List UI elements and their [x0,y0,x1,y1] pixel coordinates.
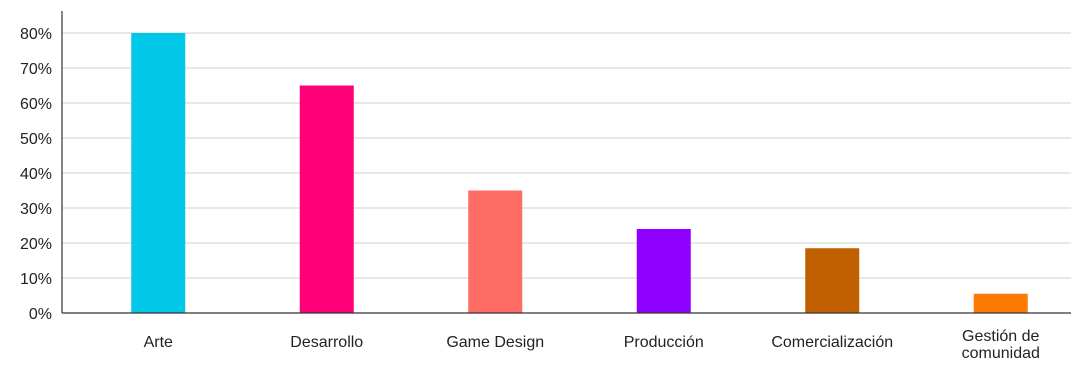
bar [299,85,354,313]
x-tick-label: Gestión de comunidad [962,328,1040,362]
x-tick-label: Game Design [446,334,544,351]
bars [131,33,1028,313]
y-tick-label: 60% [20,96,52,113]
x-tick-label: Comercialización [771,334,893,351]
bar [805,248,860,313]
y-tick-label: 80% [20,26,52,43]
y-tick-label: 0% [29,306,52,323]
y-tick-label: 10% [20,271,52,288]
x-tick-label: Desarrollo [290,334,363,351]
bar [636,229,691,313]
bar [973,293,1028,313]
y-tick-labels: 0% 10% 20% 30% 40% 50% 60% 70% 80% [20,26,52,323]
y-tick-label: 20% [20,236,52,253]
y-tick-label: 50% [20,131,52,148]
bar [468,190,523,313]
y-tick-label: 70% [20,61,52,78]
x-category-labels: Arte Desarrollo Game Design Producción Comer… [144,328,1040,362]
y-tick-label: 30% [20,201,52,218]
x-tick-label: Arte [144,334,173,351]
axes [61,11,1071,314]
x-tick-label: Producción [624,334,704,351]
gridlines [62,32,1071,279]
y-tick-label: 40% [20,166,52,183]
bar [131,33,186,313]
